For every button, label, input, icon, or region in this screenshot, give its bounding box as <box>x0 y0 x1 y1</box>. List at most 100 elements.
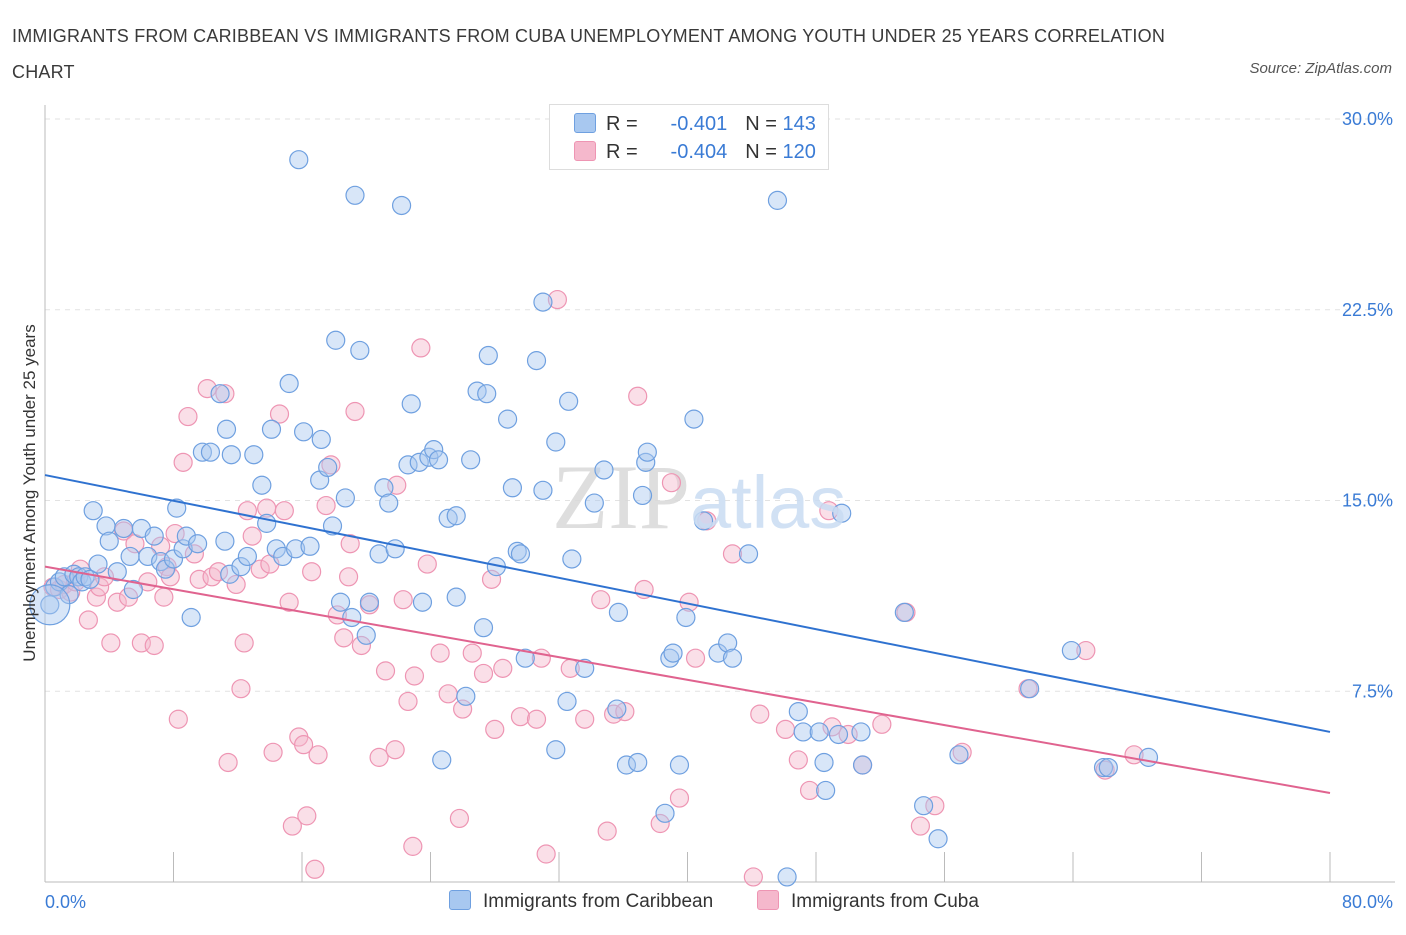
cuba-point <box>822 717 842 737</box>
caribbean-point <box>616 755 637 775</box>
caribbean-point <box>446 506 466 526</box>
cuba-points <box>43 289 1144 887</box>
cuba-point <box>151 536 171 556</box>
axes <box>44 105 1395 883</box>
cuba-point <box>351 635 372 656</box>
cuba-point <box>462 643 482 663</box>
caribbean-point <box>669 755 690 775</box>
cuba-point <box>485 719 505 740</box>
caribbean-point <box>99 531 119 551</box>
caribbean-point <box>216 419 237 439</box>
cuba-point <box>90 577 110 597</box>
cuba-point <box>669 788 690 808</box>
caribbean-point <box>155 559 176 579</box>
caribbean-point <box>607 699 627 719</box>
caribbean-point <box>608 602 629 623</box>
cuba-point <box>493 658 513 678</box>
caribbean-point <box>949 745 969 765</box>
cuba-point <box>743 867 763 887</box>
caribbean-point <box>632 485 653 506</box>
legend-label-caribbean: Immigrants from Caribbean <box>483 891 714 912</box>
r-label: R = <box>606 141 638 163</box>
caribbean-point <box>852 755 873 775</box>
caribbean-point <box>173 539 193 559</box>
caribbean-point <box>192 442 213 462</box>
cuba-point <box>345 401 365 422</box>
cuba-point <box>591 590 611 610</box>
cuba-point <box>799 780 820 801</box>
grid-lines <box>45 118 1395 692</box>
cuba-point <box>417 554 437 574</box>
cuba-point <box>788 750 808 770</box>
cuba-point <box>334 628 354 648</box>
caribbean-point <box>176 526 196 546</box>
cuba-point <box>438 684 458 704</box>
legend-label-cuba: Immigrants from Cuba <box>791 891 979 912</box>
caribbean-point <box>526 351 547 371</box>
caribbean-n-value: 143 <box>782 113 816 135</box>
caribbean-point <box>1061 640 1081 661</box>
cuba-point <box>308 745 328 765</box>
caribbean-point <box>88 554 108 574</box>
cuba-point <box>547 289 567 310</box>
caribbean-point <box>424 440 444 460</box>
cuba-point <box>178 406 198 427</box>
cuba-point <box>536 844 556 864</box>
chart-title: IMMIGRANTS FROM CARIBBEAN VS IMMIGRANTS … <box>12 26 1166 82</box>
caribbean-point <box>385 539 405 559</box>
caribbean-point <box>220 564 240 584</box>
watermark: ZIP <box>552 446 690 548</box>
caribbean-point <box>428 450 449 470</box>
caribbean-point <box>507 541 527 561</box>
caribbean-point <box>1098 757 1118 778</box>
n-label: N = <box>745 141 777 163</box>
cuba-point <box>750 704 770 724</box>
y-axis-label-wrap: Unemployment Among Youth under 25 years <box>16 0 40 930</box>
x-tick-label: 80.0% <box>1342 892 1393 912</box>
caribbean-point <box>738 544 759 564</box>
caribbean-point <box>477 384 497 404</box>
cuba-point <box>661 473 682 493</box>
caribbean-point <box>1093 757 1114 778</box>
cuba-point <box>510 707 531 727</box>
caribbean-point <box>928 829 948 849</box>
caribbean-point <box>181 607 201 628</box>
caribbean-point <box>29 584 71 626</box>
y-tick-label: 7.5% <box>1352 681 1393 701</box>
legend-row-caribbean: R = -0.401 N = 143 <box>574 110 816 138</box>
cuba-point <box>650 813 670 834</box>
caribbean-point <box>708 643 728 663</box>
cuba-trend-line <box>44 565 1331 794</box>
caribbean-point <box>221 445 241 465</box>
caribbean-point <box>257 513 277 533</box>
caribbean-point <box>533 292 553 312</box>
caribbean-point <box>676 607 696 628</box>
caribbean-point <box>311 429 331 450</box>
caribbean-trend-line <box>44 474 1331 733</box>
cuba-point <box>231 679 251 699</box>
caribbean-point <box>1020 679 1040 699</box>
cuba-point <box>872 714 892 734</box>
cuba-n-value: 120 <box>782 141 816 163</box>
cuba-point <box>101 633 121 653</box>
caribbean-point <box>123 579 143 600</box>
cuba-point <box>411 338 431 358</box>
cuba-point <box>305 859 325 879</box>
cuba-point <box>242 526 262 546</box>
caribbean-point <box>816 780 836 801</box>
caribbean-point <box>138 546 158 567</box>
caribbean-point <box>637 442 657 462</box>
caribbean-point <box>379 493 399 513</box>
caribbean-point <box>788 701 808 722</box>
caribbean-point <box>684 409 704 429</box>
caribbean-point <box>718 633 738 653</box>
cuba-point <box>604 704 624 724</box>
cuba-point <box>575 709 595 729</box>
cuba-point <box>473 663 494 684</box>
cuba-point <box>449 808 470 829</box>
caribbean-point <box>359 592 380 612</box>
cuba-point <box>398 691 418 712</box>
cuba-point <box>531 648 551 668</box>
watermark-atlas: atlas <box>690 461 846 544</box>
